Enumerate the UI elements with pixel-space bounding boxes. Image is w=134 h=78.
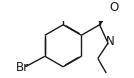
Text: Br: Br xyxy=(16,61,29,74)
Text: O: O xyxy=(109,1,118,14)
Text: N: N xyxy=(105,35,114,48)
